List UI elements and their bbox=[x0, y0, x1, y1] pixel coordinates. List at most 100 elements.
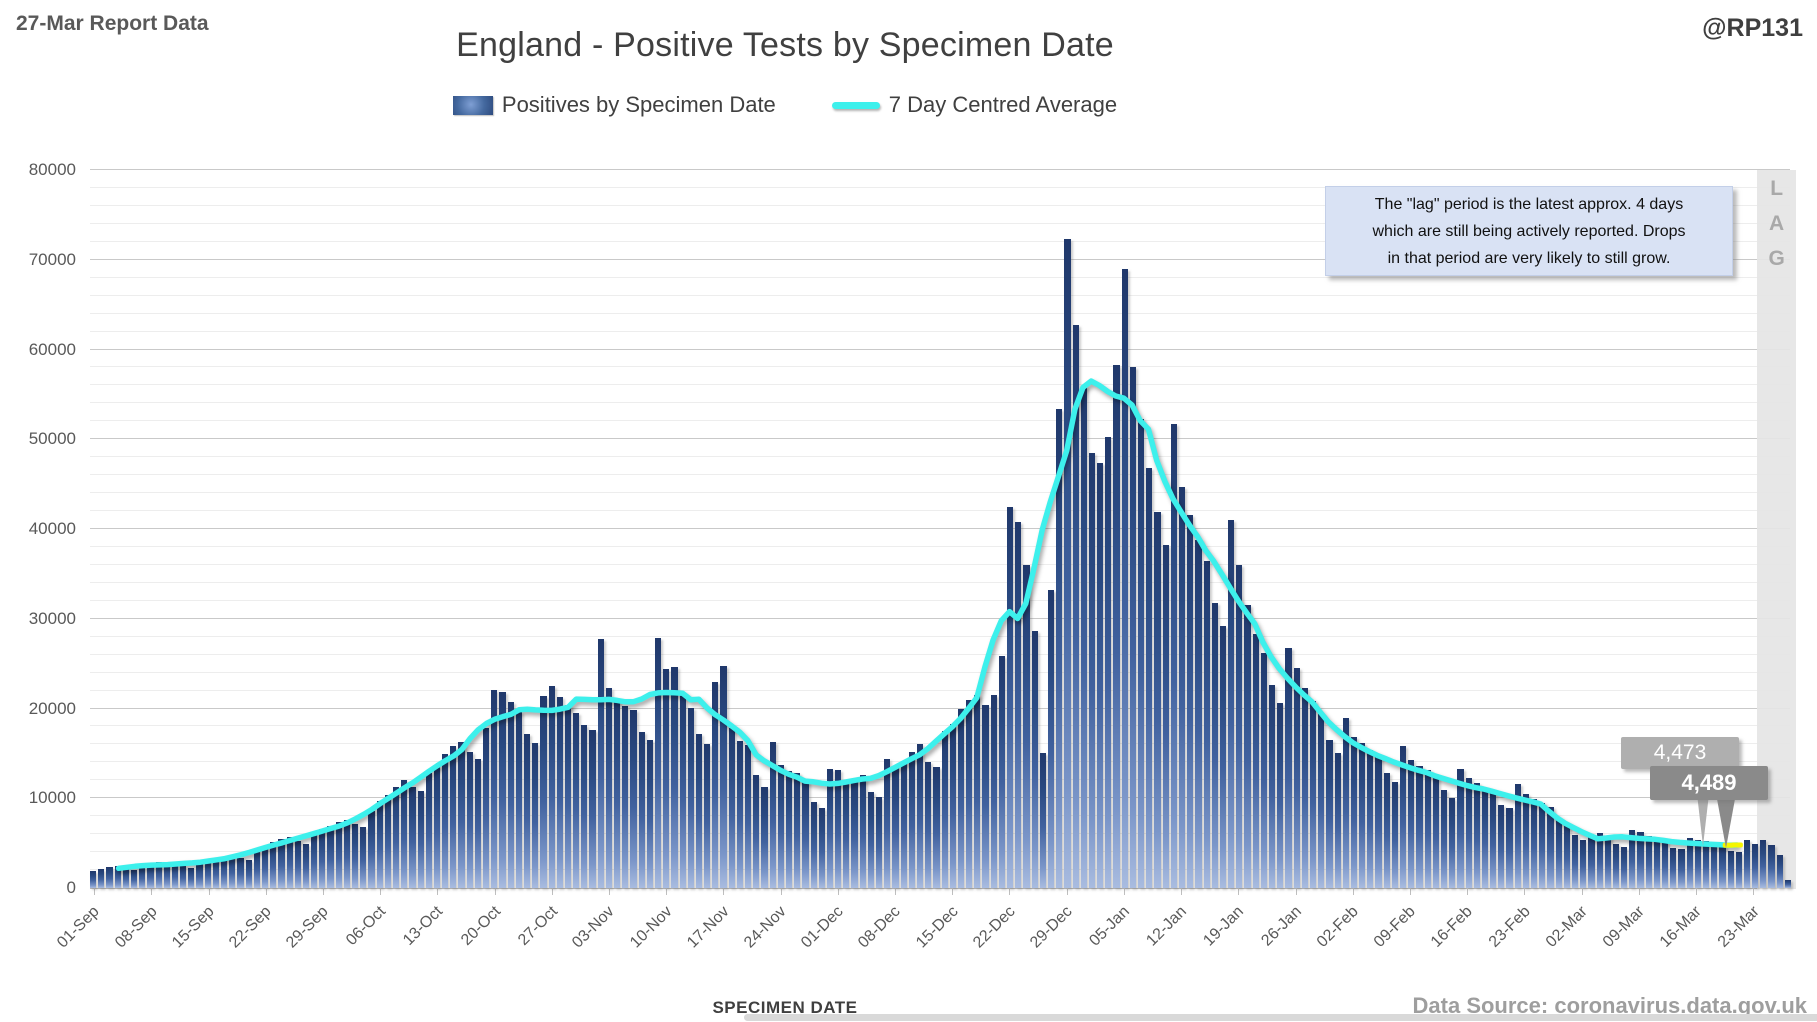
gridline-minor bbox=[90, 689, 1790, 691]
bar bbox=[900, 761, 907, 888]
bar bbox=[1670, 847, 1677, 888]
bar bbox=[597, 638, 604, 888]
x-tick-label: 09-Mar bbox=[1599, 903, 1648, 951]
bottom-scroll-strip[interactable] bbox=[744, 1014, 1817, 1021]
gridline-major bbox=[90, 707, 1790, 709]
gridline-major bbox=[90, 348, 1790, 350]
bar bbox=[712, 682, 719, 888]
gridline-minor bbox=[90, 815, 1790, 817]
x-tick bbox=[437, 888, 439, 895]
callout-value-2: 4,489 bbox=[1650, 766, 1768, 800]
bar bbox=[826, 768, 834, 888]
bar bbox=[1522, 793, 1529, 888]
bar bbox=[1621, 846, 1628, 888]
bar bbox=[835, 770, 842, 888]
bar bbox=[1637, 832, 1644, 888]
gridline-minor bbox=[90, 581, 1790, 583]
bar bbox=[982, 704, 989, 888]
bar bbox=[1350, 737, 1358, 888]
line-series-label: 7 Day Centred Average bbox=[888, 92, 1118, 117]
bar bbox=[704, 743, 711, 888]
bar bbox=[1531, 799, 1538, 888]
x-tick bbox=[666, 888, 668, 895]
bar bbox=[302, 844, 310, 888]
gridline-minor bbox=[90, 563, 1790, 565]
bar bbox=[1645, 835, 1652, 888]
bar bbox=[1440, 790, 1448, 888]
gridline-minor bbox=[90, 330, 1790, 332]
bar bbox=[614, 698, 621, 888]
bar bbox=[818, 808, 825, 888]
x-tick bbox=[380, 888, 382, 895]
bar bbox=[1015, 521, 1022, 888]
y-tick-label: 60000 bbox=[28, 339, 76, 359]
bar bbox=[777, 765, 784, 888]
bar bbox=[753, 774, 760, 888]
gridline-major bbox=[90, 528, 1790, 529]
bar bbox=[1187, 514, 1194, 888]
bar bbox=[933, 766, 940, 888]
gridline-minor bbox=[90, 222, 1790, 224]
bar bbox=[1146, 467, 1153, 888]
bar bbox=[253, 849, 260, 888]
bar bbox=[1457, 768, 1464, 888]
x-tick bbox=[1238, 888, 1240, 895]
x-tick bbox=[1696, 888, 1697, 895]
bar bbox=[1743, 840, 1751, 888]
bar bbox=[679, 694, 686, 888]
bar bbox=[1383, 773, 1390, 888]
bar bbox=[1236, 564, 1243, 888]
bar bbox=[736, 740, 743, 888]
bar bbox=[654, 637, 662, 888]
bar bbox=[163, 861, 170, 888]
bar bbox=[450, 746, 457, 888]
bar bbox=[442, 754, 449, 888]
gridline-minor bbox=[90, 761, 1790, 763]
gridline-major bbox=[90, 797, 1790, 799]
x-axis-title: SPECIMEN DATE bbox=[712, 998, 858, 1017]
bar bbox=[695, 733, 703, 888]
bar bbox=[1072, 325, 1079, 888]
gridline-minor bbox=[90, 671, 1790, 673]
bar bbox=[1121, 269, 1128, 888]
x-tick-label: 29-Sep bbox=[283, 903, 332, 952]
bar bbox=[1334, 753, 1341, 888]
y-tick-label: 50000 bbox=[28, 429, 76, 449]
bar bbox=[98, 868, 105, 888]
bar bbox=[851, 778, 858, 888]
bar bbox=[1555, 818, 1562, 888]
bar bbox=[139, 867, 146, 888]
gridline-major bbox=[90, 617, 1790, 619]
x-tick bbox=[1123, 888, 1125, 895]
bar bbox=[1031, 631, 1038, 888]
bar bbox=[1326, 739, 1333, 888]
bar bbox=[916, 744, 924, 888]
lag-letter-l: L bbox=[1770, 177, 1784, 200]
bar bbox=[1498, 804, 1505, 888]
bar bbox=[1711, 843, 1718, 888]
bar bbox=[884, 758, 891, 888]
bar bbox=[876, 797, 883, 888]
bar bbox=[1301, 687, 1308, 888]
bar bbox=[728, 728, 735, 888]
bar bbox=[1007, 506, 1014, 888]
legend-item-average: 7 Day Centred Average bbox=[831, 92, 1118, 118]
bar bbox=[1170, 424, 1177, 888]
gridline-minor bbox=[90, 492, 1790, 494]
bar bbox=[1662, 841, 1669, 888]
x-tick bbox=[608, 888, 610, 895]
bar bbox=[630, 710, 637, 888]
y-tick-label: 70000 bbox=[28, 249, 76, 269]
x-tick bbox=[1467, 888, 1469, 895]
x-tick-label: 23-Mar bbox=[1714, 903, 1763, 951]
x-tick bbox=[94, 888, 96, 895]
bar bbox=[556, 696, 563, 888]
bar bbox=[1367, 749, 1374, 888]
bar bbox=[1481, 788, 1489, 888]
bar bbox=[1580, 839, 1587, 888]
bar bbox=[1162, 545, 1169, 888]
bar bbox=[523, 733, 531, 888]
x-tick-label: 20-Oct bbox=[457, 903, 504, 949]
bar bbox=[1105, 436, 1112, 888]
gridline-minor bbox=[90, 635, 1790, 637]
